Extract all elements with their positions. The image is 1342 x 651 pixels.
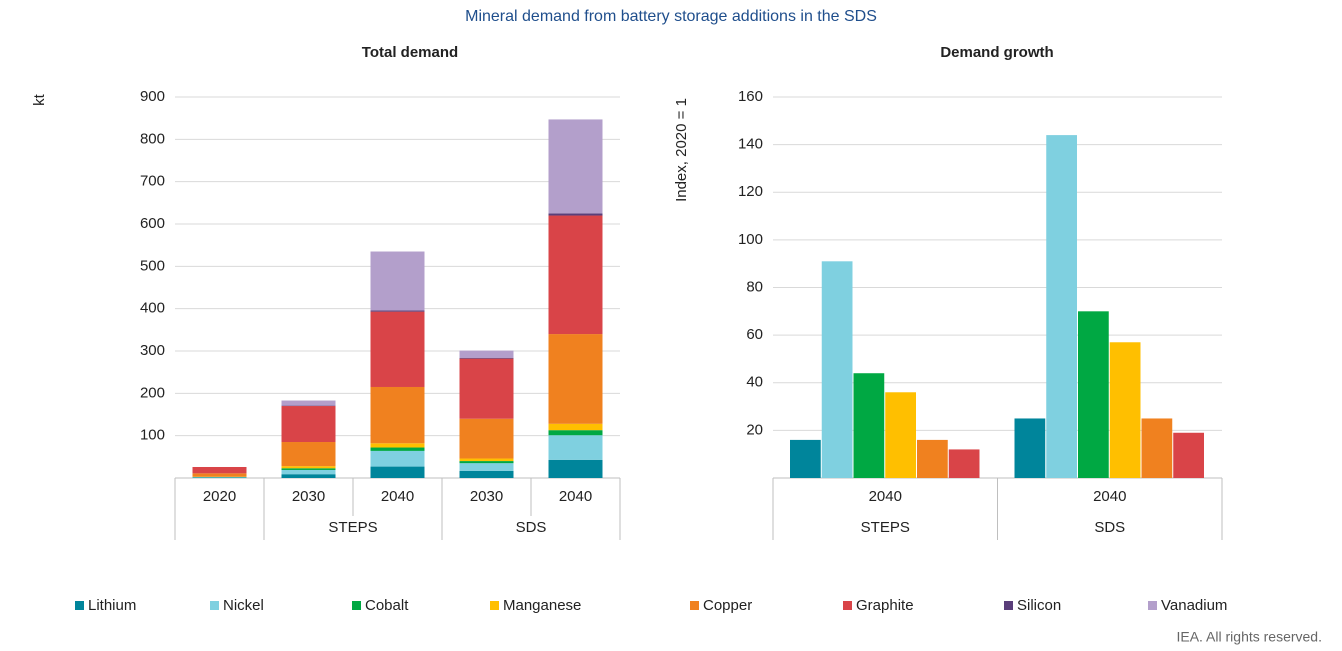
y-tick-label: 600 — [140, 215, 165, 232]
bar-segment — [281, 400, 336, 406]
bar-segment — [370, 466, 425, 478]
bar — [948, 449, 980, 478]
bar-segment — [281, 442, 336, 467]
bar — [1109, 342, 1141, 478]
bar-segment — [192, 473, 247, 477]
y-tick-label: 500 — [140, 257, 165, 274]
bar-segment — [370, 310, 425, 312]
bar-segment — [459, 350, 514, 358]
x-tick-label: 2040 — [559, 488, 592, 505]
legend-label: Copper — [703, 597, 752, 614]
bar-segment — [548, 423, 603, 431]
legend-swatch — [690, 601, 699, 610]
bar-segment — [548, 459, 603, 478]
legend-label: Silicon — [1017, 597, 1061, 614]
y-tick-label: 160 — [738, 88, 763, 105]
group-label: SDS — [1094, 519, 1125, 536]
bar — [1046, 135, 1077, 478]
legend-swatch — [1148, 601, 1157, 610]
bar — [821, 261, 853, 478]
legend-swatch — [1004, 601, 1013, 610]
bar-segment — [459, 470, 514, 478]
x-tick-label: 2020 — [203, 488, 236, 505]
bar — [790, 439, 821, 478]
bar-segment — [459, 358, 514, 419]
x-tick-label: 2030 — [470, 488, 503, 505]
bar — [853, 373, 885, 478]
legend-swatch — [352, 601, 361, 610]
bar-segment — [548, 119, 603, 214]
x-tick-label: 2040 — [381, 488, 414, 505]
y-tick-label: 400 — [140, 300, 165, 317]
group-label: STEPS — [861, 519, 910, 536]
legend-label: Cobalt — [365, 597, 409, 614]
y-axis-label: kt — [31, 93, 48, 106]
group-label: SDS — [516, 519, 547, 536]
y-axis-label: Index, 2020 = 1 — [673, 98, 690, 202]
bar-segment — [459, 463, 514, 471]
bar — [1141, 418, 1173, 478]
legend-swatch — [843, 601, 852, 610]
legend-label: Lithium — [88, 597, 136, 614]
bar-segment — [281, 469, 336, 475]
chart-title: Total demand — [362, 44, 458, 61]
legend-swatch — [210, 601, 219, 610]
bar-segment — [459, 461, 514, 464]
bar — [1173, 432, 1204, 478]
bar-segment — [370, 447, 425, 451]
legend-swatch — [75, 601, 84, 610]
legend-label: Vanadium — [1161, 597, 1227, 614]
bar-segment — [370, 443, 425, 448]
y-tick-label: 140 — [738, 136, 763, 153]
bar — [1078, 311, 1109, 478]
legend-label: Graphite — [856, 597, 914, 614]
x-tick-label: 2030 — [292, 488, 325, 505]
y-tick-label: 100 — [738, 231, 763, 248]
y-tick-label: 900 — [140, 88, 165, 105]
bar-segment — [548, 213, 603, 216]
bar-segment — [370, 251, 425, 311]
bar-segment — [548, 215, 603, 335]
legend-label: Nickel — [223, 597, 264, 614]
bar — [1014, 418, 1046, 478]
footer: IEA. All rights reserved. — [1176, 629, 1322, 645]
y-tick-label: 80 — [746, 278, 763, 295]
x-tick-label: 2040 — [869, 488, 902, 505]
bar-segment — [548, 334, 603, 424]
y-tick-label: 300 — [140, 342, 165, 359]
bar-segment — [370, 386, 425, 444]
bar-segment — [192, 466, 247, 474]
legend-swatch — [490, 601, 499, 610]
y-tick-label: 800 — [140, 130, 165, 147]
bar-segment — [548, 435, 603, 460]
bar — [917, 439, 948, 478]
legend-label: Manganese — [503, 597, 581, 614]
group-label: STEPS — [328, 519, 377, 536]
y-tick-label: 120 — [738, 183, 763, 200]
x-tick-label: 2040 — [1093, 488, 1126, 505]
y-tick-label: 200 — [140, 384, 165, 401]
bar-segment — [548, 430, 603, 436]
y-tick-label: 100 — [140, 427, 165, 444]
bar-segment — [281, 466, 336, 469]
chart-title: Demand growth — [940, 44, 1053, 61]
figure-title: Mineral demand from battery storage addi… — [465, 8, 877, 25]
y-tick-label: 60 — [746, 326, 763, 343]
y-tick-label: 40 — [746, 374, 763, 391]
bar-segment — [281, 468, 336, 470]
bar-segment — [370, 311, 425, 387]
y-tick-label: 700 — [140, 173, 165, 190]
bar-segment — [459, 357, 514, 359]
bar-segment — [370, 450, 425, 467]
bar-segment — [281, 406, 336, 443]
bar — [885, 392, 916, 478]
bar-segment — [459, 458, 514, 462]
bar-segment — [459, 418, 514, 459]
y-tick-label: 20 — [746, 421, 763, 438]
bar-segment — [281, 474, 336, 478]
